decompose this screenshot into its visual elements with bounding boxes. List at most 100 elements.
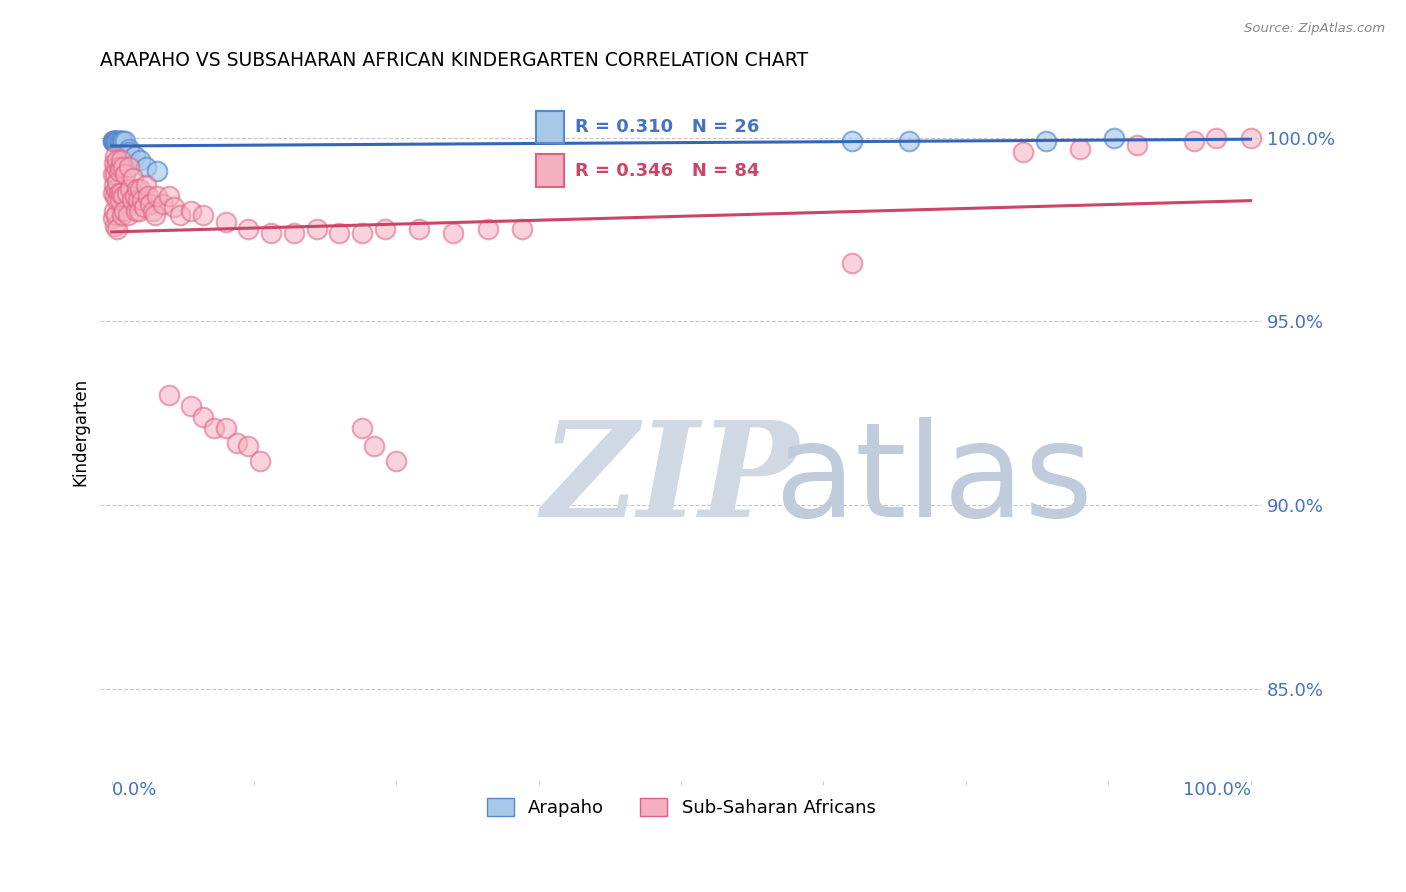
Point: [135, 178, 157, 193]
Text: 100.0%: 100.0%: [1182, 781, 1250, 799]
Point: [101, 134, 124, 148]
Point: [108, 134, 131, 148]
Point: [408, 222, 430, 236]
Point: [108, 193, 131, 207]
Point: [136, 189, 159, 203]
Point: [1182, 134, 1205, 148]
Point: [107, 186, 129, 200]
Point: [114, 167, 136, 181]
Point: [103, 134, 125, 148]
Point: [1069, 142, 1091, 156]
Point: [112, 134, 135, 148]
Point: [112, 189, 135, 203]
Point: [107, 134, 129, 148]
Point: [510, 222, 533, 236]
Point: [139, 196, 162, 211]
Point: [101, 211, 124, 226]
Point: [226, 435, 249, 450]
Point: [1102, 130, 1125, 145]
Point: [111, 134, 134, 148]
Point: [114, 134, 136, 148]
Point: [374, 222, 396, 236]
Point: [110, 134, 132, 148]
Point: [107, 134, 129, 148]
Point: [104, 149, 127, 163]
Point: [105, 182, 128, 196]
Point: [214, 215, 236, 229]
Point: [841, 255, 863, 269]
Point: [101, 167, 124, 181]
Point: [107, 134, 129, 148]
Point: [441, 226, 464, 240]
Point: [1239, 130, 1261, 145]
Point: [110, 153, 132, 167]
Point: [1125, 137, 1147, 152]
Point: [135, 160, 157, 174]
Point: [124, 149, 146, 163]
Point: [1011, 145, 1033, 160]
Text: Source: ZipAtlas.com: Source: ZipAtlas.com: [1244, 22, 1385, 36]
Point: [152, 196, 174, 211]
Point: [103, 134, 125, 148]
Point: [180, 204, 202, 219]
Point: [249, 454, 271, 468]
Point: [105, 160, 128, 174]
Point: [477, 222, 499, 236]
Point: [115, 186, 138, 200]
Point: [238, 222, 260, 236]
Point: [214, 421, 236, 435]
Point: [157, 388, 180, 402]
Point: [352, 421, 374, 435]
Point: [107, 175, 129, 189]
Point: [238, 439, 260, 453]
Point: [112, 160, 135, 174]
Point: [101, 186, 124, 200]
Point: [163, 200, 186, 214]
Point: [124, 189, 146, 203]
Point: [385, 454, 408, 468]
Point: [122, 170, 145, 185]
Point: [352, 226, 374, 240]
Point: [1035, 134, 1057, 148]
Point: [131, 193, 153, 207]
Point: [180, 399, 202, 413]
Point: [191, 208, 214, 222]
Point: [111, 208, 134, 222]
Point: [110, 186, 132, 200]
Point: [105, 134, 128, 148]
Point: [101, 134, 124, 148]
Point: [841, 134, 863, 148]
Point: [107, 193, 129, 207]
Point: [107, 153, 129, 167]
Point: [108, 160, 131, 174]
Text: ARAPAHO VS SUBSAHARAN AFRICAN KINDERGARTEN CORRELATION CHART: ARAPAHO VS SUBSAHARAN AFRICAN KINDERGART…: [100, 51, 808, 70]
Point: [1205, 130, 1227, 145]
Point: [104, 167, 127, 181]
Point: [127, 193, 149, 207]
Point: [107, 163, 129, 178]
Point: [107, 222, 129, 236]
Point: [142, 204, 165, 219]
Point: [124, 204, 146, 219]
Point: [363, 439, 385, 453]
Text: ZIP: ZIP: [541, 416, 799, 545]
Point: [157, 189, 180, 203]
Point: [128, 204, 150, 219]
Point: [118, 145, 141, 160]
Point: [112, 204, 135, 219]
Point: [191, 409, 214, 424]
Text: atlas: atlas: [775, 417, 1092, 544]
Point: [104, 134, 127, 148]
Point: [129, 153, 152, 167]
Point: [143, 208, 166, 222]
Point: [169, 208, 191, 222]
Point: [105, 208, 128, 222]
Point: [121, 193, 143, 207]
Point: [283, 226, 305, 240]
Legend: Arapaho, Sub-Saharan Africans: Arapaho, Sub-Saharan Africans: [479, 790, 883, 824]
Point: [146, 189, 169, 203]
Point: [129, 182, 152, 196]
Point: [118, 160, 141, 174]
Point: [103, 204, 125, 219]
Point: [117, 208, 139, 222]
